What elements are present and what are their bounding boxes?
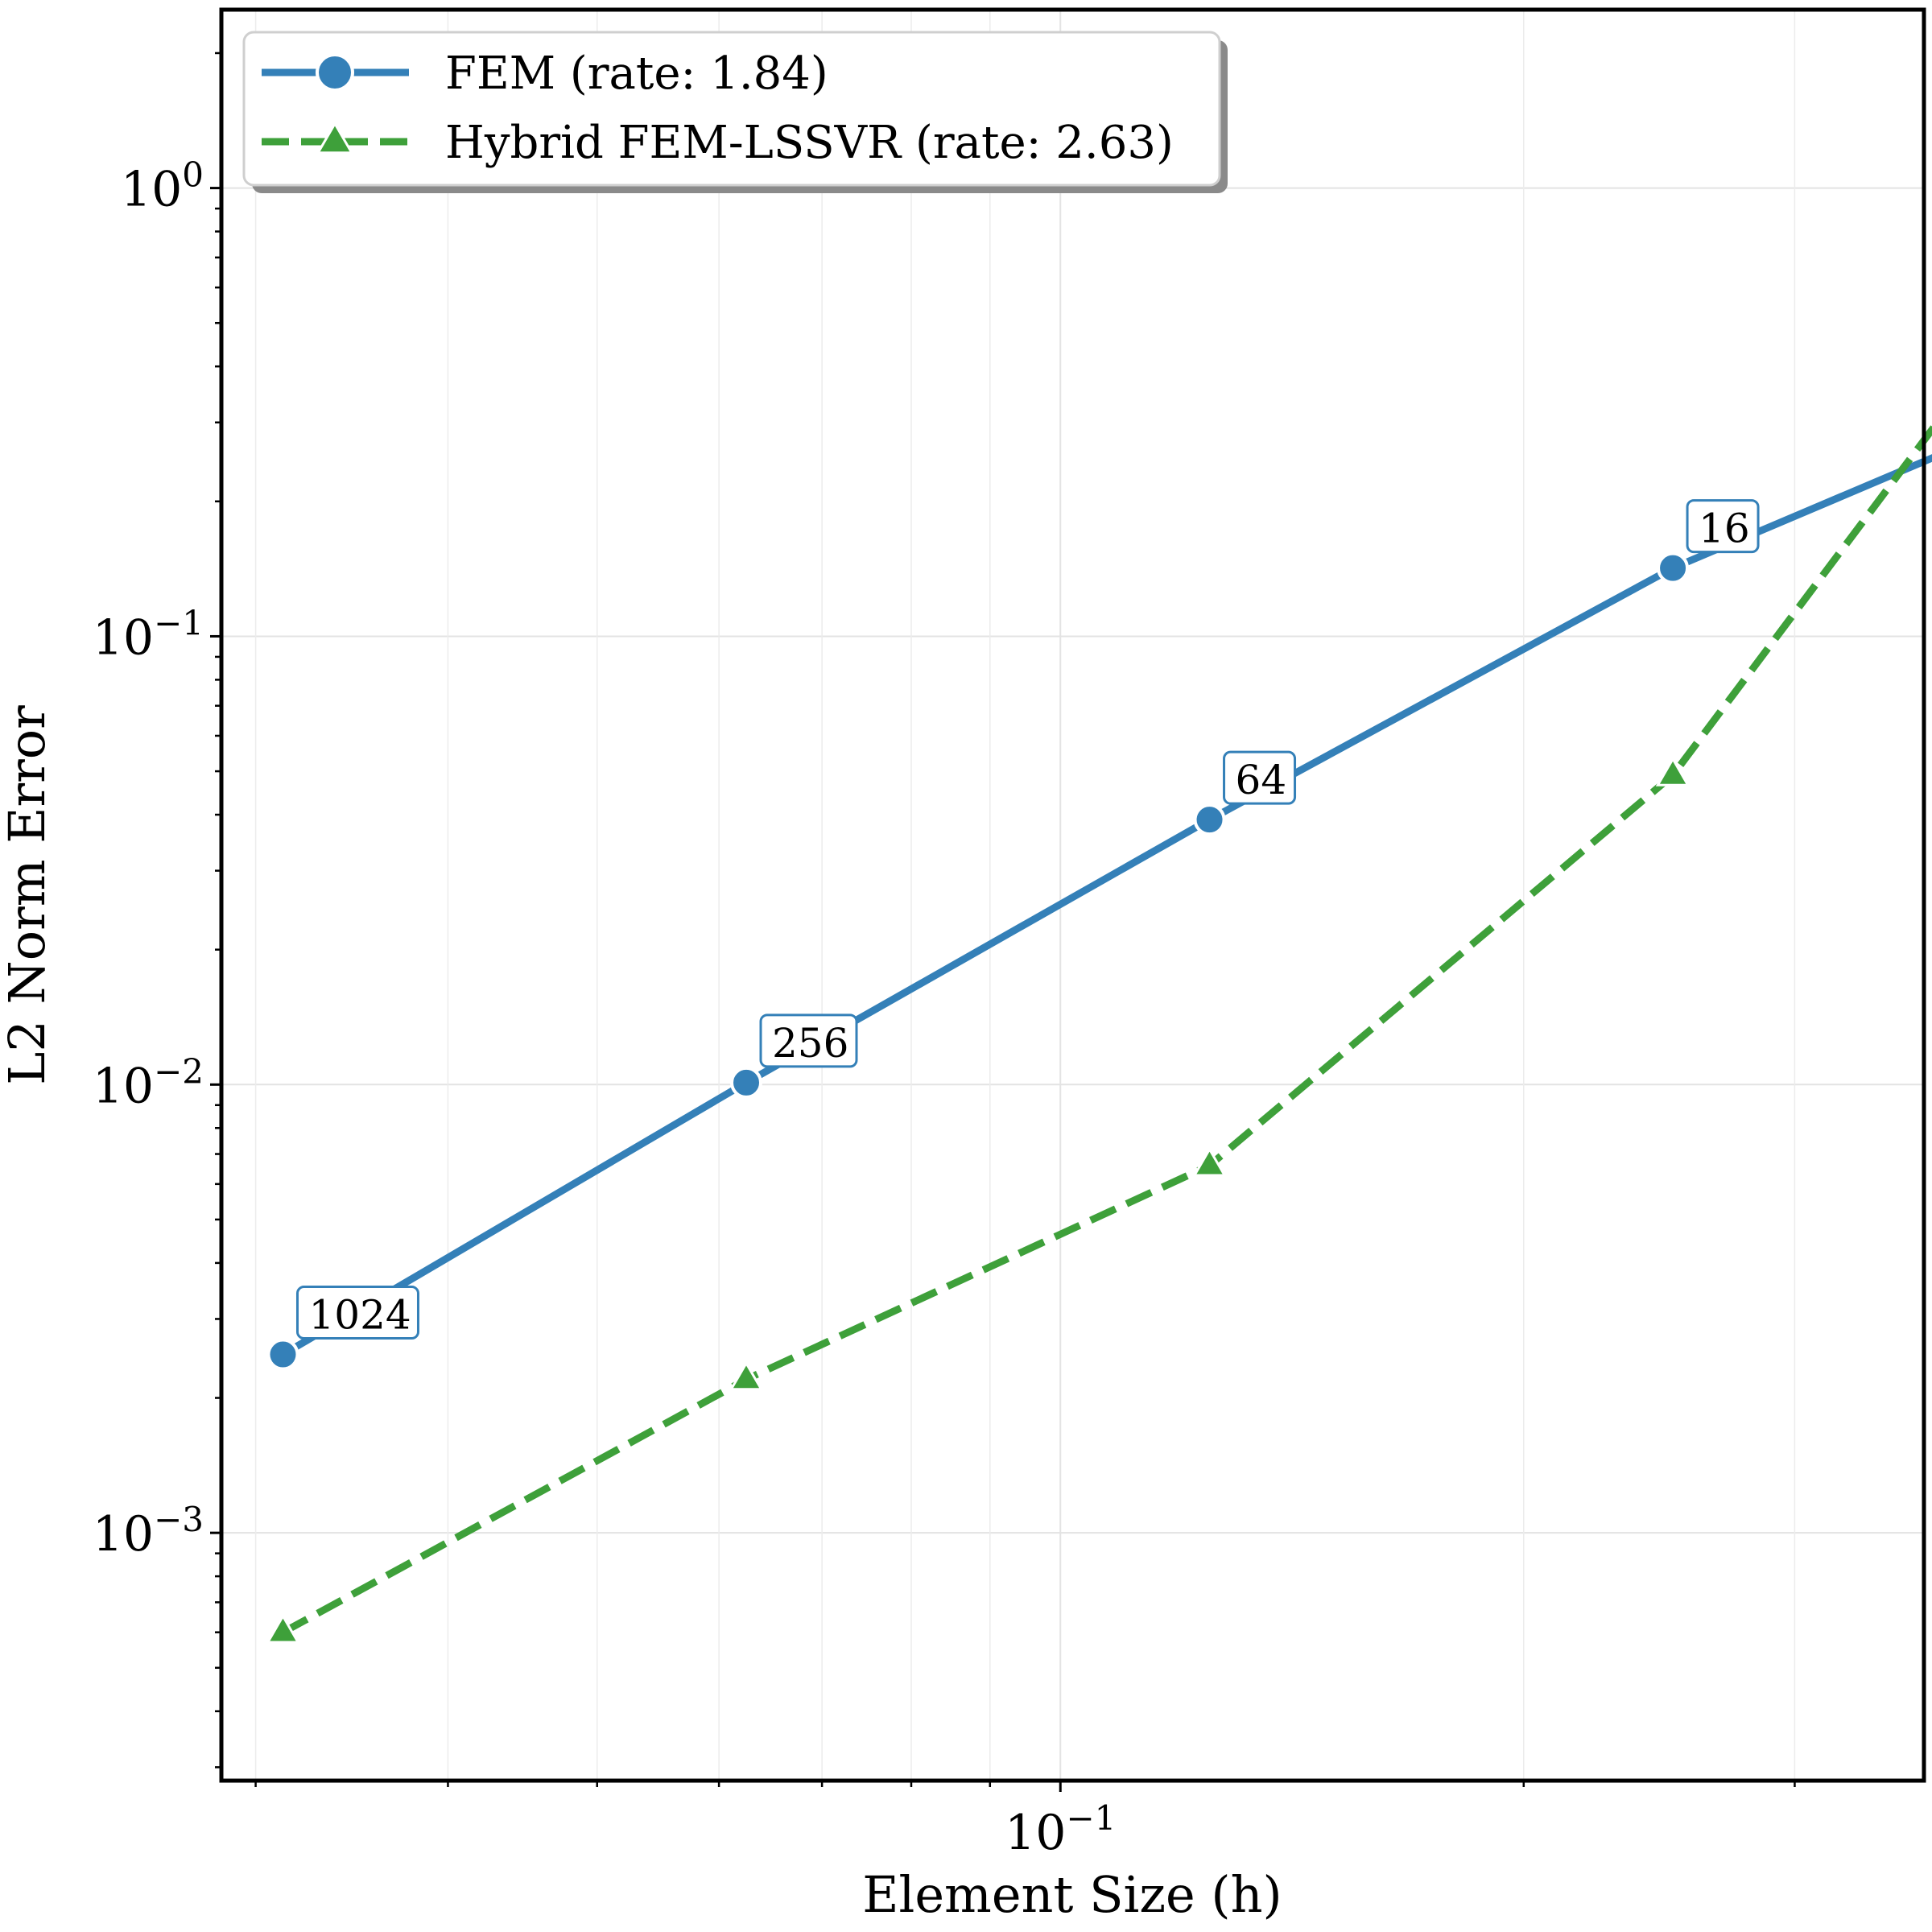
y-tick-label: 10−3 <box>93 1500 204 1563</box>
series-2-line <box>281 423 1932 1636</box>
plot-frame <box>219 7 1926 1783</box>
legend-entry-1: FEM (rate: 1.84) <box>262 47 828 100</box>
series-1-point <box>266 1338 299 1371</box>
y-tick-label: 10−2 <box>93 1051 204 1114</box>
legend-marker <box>316 121 354 155</box>
series-1-point <box>1193 803 1226 836</box>
y-tick-label: 100 <box>121 155 204 218</box>
point-label: 256 <box>759 1013 858 1068</box>
point-label: 1024 <box>295 1286 419 1340</box>
point-label-text: 64 <box>1236 757 1287 803</box>
legend-label: FEM (rate: 1.84) <box>445 47 828 100</box>
point-label-text: 16 <box>1699 506 1750 552</box>
series-1 <box>266 454 1932 1371</box>
x-axis-title: Element Size (h) <box>862 1865 1282 1924</box>
legend-entry-2: Hybrid FEM-LSSVR (rate: 2.63) <box>262 117 1174 169</box>
legend-label: Hybrid FEM-LSSVR (rate: 2.63) <box>445 117 1174 169</box>
axis-ticks: 100 10−1 10−2 10−3 10−1 <box>93 52 1796 1861</box>
y-axis-title: L2 Norm Error <box>0 705 56 1085</box>
point-label: 16 <box>1686 499 1760 554</box>
series-1-point <box>1657 551 1690 584</box>
point-label-box <box>1223 750 1297 805</box>
series-2-point <box>1192 1146 1227 1177</box>
point-label-text: 1024 <box>308 1292 411 1339</box>
legend-marker <box>316 53 354 92</box>
point-label-box <box>759 1013 858 1068</box>
point-label: 64 <box>1223 750 1297 805</box>
series-1-line <box>281 454 1932 1358</box>
series-2-point <box>729 1360 764 1391</box>
x-tick-label: 10−1 <box>1005 1798 1116 1861</box>
series-1-point <box>730 1066 763 1099</box>
point-label-box <box>295 1286 419 1340</box>
y-tick-label: 10−1 <box>93 603 204 666</box>
series-2-point <box>266 1613 300 1644</box>
plot-series <box>266 423 1932 1644</box>
point-labels: 102425664164 <box>295 499 1760 1340</box>
point-label-box <box>1686 499 1760 554</box>
legend: FEM (rate: 1.84) Hybrid FEM-LSSVR (rate: … <box>242 31 1228 193</box>
series-2-point <box>1655 756 1690 786</box>
legend-box <box>242 31 1221 187</box>
series-2 <box>266 423 1932 1644</box>
grid-lines <box>221 10 1924 1781</box>
point-label-text: 256 <box>772 1020 848 1067</box>
